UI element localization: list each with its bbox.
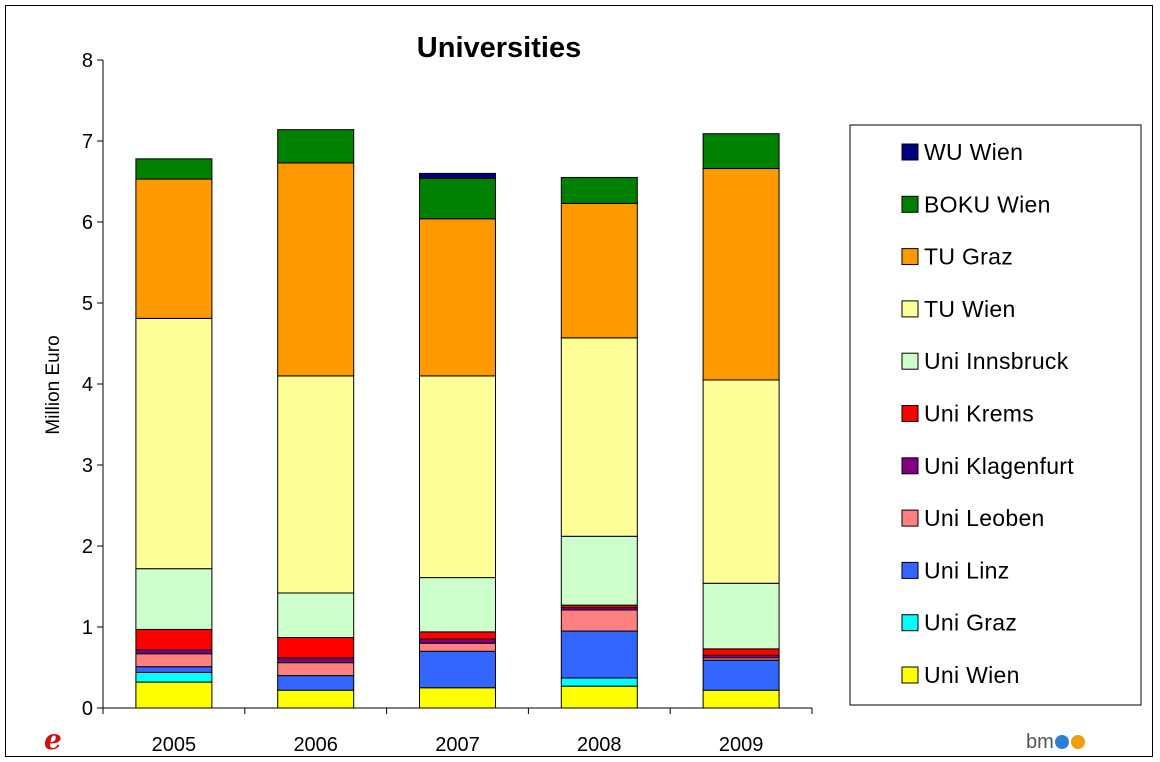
bar-segment: [702, 133, 780, 170]
x-tick-label: 2005: [152, 734, 197, 756]
bar-segment: [419, 172, 496, 179]
bar-segment: [277, 657, 355, 664]
bar-segment: [419, 631, 496, 640]
y-tick-label: 0: [82, 698, 93, 720]
legend-swatch: [901, 300, 919, 318]
bar-segment: [135, 666, 213, 673]
legend-swatch: [901, 457, 919, 475]
legend-label: Uni Wien: [924, 662, 1020, 688]
legend-label: Uni Linz: [924, 557, 1010, 583]
legend-swatch: [901, 352, 919, 370]
bar-segment: [277, 675, 355, 691]
legend-label: Uni Krems: [924, 401, 1034, 427]
bar-segment: [135, 653, 213, 668]
legend-label: Uni Klagenfurt: [924, 453, 1074, 479]
logo-circle-icon: [1070, 735, 1085, 749]
y-tick-label: 3: [82, 455, 93, 477]
x-tick-label: 2007: [435, 734, 480, 756]
bar-segment: [560, 677, 638, 687]
bar-segment: [419, 650, 496, 689]
bar-segment: [702, 582, 780, 650]
bar-segment: [702, 659, 780, 691]
e-logo-icon: e: [44, 726, 62, 754]
legend-swatch: [901, 561, 919, 579]
y-tick-label: 7: [82, 131, 93, 153]
bar-segment: [419, 577, 496, 633]
y-tick-label: 1: [82, 617, 93, 639]
bar-segment: [560, 535, 638, 606]
bar-segment: [560, 609, 638, 632]
bar-segment: [277, 129, 355, 164]
x-tick-label: 2009: [719, 734, 764, 756]
bar-segment: [135, 178, 213, 319]
bar-segment: [277, 375, 355, 594]
bar-segment: [560, 337, 638, 537]
bar-segment: [135, 317, 213, 570]
legend-label: Uni Graz: [924, 610, 1017, 636]
bar-segment: [419, 375, 496, 579]
legend-swatch: [901, 405, 919, 422]
bar-segment: [419, 218, 496, 377]
chart-border: [5, 5, 1153, 757]
bar-segment: [277, 662, 355, 677]
legend-label: TU Wien: [924, 296, 1016, 322]
bar-segment: [135, 628, 213, 651]
axes: 0 1 2 3 4 5 6 7 8 2005 2006 2007 2008 2009: [82, 50, 813, 756]
bar-segment: [702, 648, 780, 656]
logo-right-text: bm: [1026, 731, 1054, 753]
bar-segment: [419, 638, 496, 644]
legend-swatch: [901, 509, 919, 527]
bar-segment: [560, 176, 638, 204]
bar-segment: [419, 687, 496, 709]
x-tick-label: 2006: [293, 734, 338, 756]
bar-segment: [702, 379, 780, 584]
bar-segment: [277, 162, 355, 377]
legend-label: BOKU Wien: [924, 191, 1051, 217]
bar-segment: [277, 689, 355, 709]
bar-segment: [560, 202, 638, 339]
legend-label: WU Wien: [924, 139, 1023, 165]
bar-segment: [419, 642, 496, 652]
chart-title: Universities: [417, 32, 581, 64]
legend-swatch: [901, 195, 919, 213]
legend-label: TU Graz: [924, 244, 1013, 270]
y-tick-label: 6: [82, 212, 93, 234]
logo-left-text: e: [44, 723, 62, 756]
bar-segment: [135, 649, 213, 655]
logo-circle-icon: [1054, 735, 1069, 749]
y-axis-label: Million Euro: [43, 335, 64, 434]
y-tick-label: 4: [82, 374, 93, 396]
bar-segment: [135, 671, 213, 683]
legend-swatch: [901, 614, 919, 632]
legend-swatch: [901, 666, 919, 684]
bar-segment: [277, 592, 355, 639]
bar-stack-group: [135, 129, 780, 709]
bar-segment: [135, 158, 213, 180]
legend-swatch: [901, 143, 919, 161]
bar-segment: [702, 689, 780, 709]
bar-segment: [419, 177, 496, 220]
bar-segment: [277, 637, 355, 659]
bar-segment: [135, 681, 213, 709]
x-tick-label: 2008: [577, 734, 622, 756]
bar-segment: [135, 568, 213, 630]
bmvit-logo: bm: [1026, 731, 1085, 753]
y-tick-label: 5: [82, 293, 93, 315]
bar-segment: [560, 630, 638, 679]
y-tick-label: 8: [82, 50, 93, 72]
legend-box: [849, 124, 1142, 706]
legend-swatch: [901, 248, 919, 266]
bar-segment: [560, 685, 638, 709]
y-tick-label: 2: [82, 536, 93, 558]
legend-label: Uni Leoben: [924, 505, 1045, 531]
legend-label: Uni Innsbruck: [924, 348, 1069, 374]
bar-segment: [702, 168, 780, 381]
legend: WU Wien BOKU Wien TU Graz TU Wien Uni Innsbr…: [849, 124, 1142, 706]
